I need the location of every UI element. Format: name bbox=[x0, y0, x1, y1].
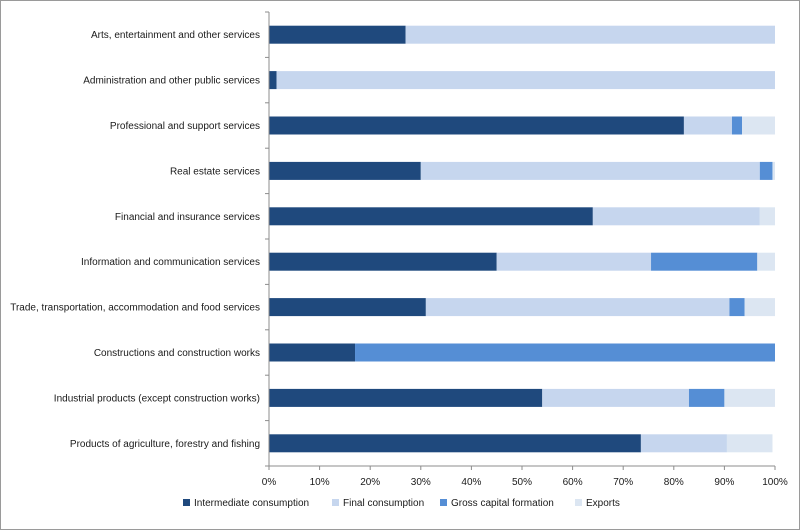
bar-segment-exports bbox=[772, 161, 775, 180]
x-tick-label: 90% bbox=[714, 477, 734, 488]
bar-segment-final-consumption bbox=[683, 116, 732, 135]
category-label: Trade, transportation, accommodation and… bbox=[10, 303, 260, 314]
bar-segment-final-consumption bbox=[276, 71, 775, 90]
axes-layer: Arts, entertainment and other services Ad… bbox=[10, 11, 788, 488]
legend-label: Final consumption bbox=[343, 498, 424, 509]
x-tick-label: 60% bbox=[563, 477, 583, 488]
category-label: Constructions and construction works bbox=[94, 348, 260, 359]
bar-segment-intermediate-consumption bbox=[269, 25, 406, 44]
category-label: Financial and insurance services bbox=[115, 212, 260, 223]
category-label: Professional and support services bbox=[110, 121, 260, 132]
x-tick-label: 70% bbox=[613, 477, 633, 488]
category-label: Industrial products (except construction… bbox=[54, 393, 260, 404]
bar-segment-gross-capital-formation bbox=[731, 116, 743, 135]
legend-swatch bbox=[332, 499, 339, 506]
bar-segment-exports bbox=[744, 298, 775, 317]
category-label: Products of agriculture, forestry and fi… bbox=[70, 439, 260, 450]
bar-segment-final-consumption bbox=[405, 25, 775, 44]
bar-segment-final-consumption bbox=[592, 207, 760, 226]
bar-segment-intermediate-consumption bbox=[269, 207, 593, 226]
bar-segment-intermediate-consumption bbox=[269, 298, 426, 317]
legend-label: Exports bbox=[586, 498, 620, 509]
bar-segment-gross-capital-formation bbox=[651, 252, 758, 271]
bar-segment-intermediate-consumption bbox=[269, 343, 356, 362]
x-tick-label: 50% bbox=[512, 477, 532, 488]
bar-segment-intermediate-consumption bbox=[269, 434, 641, 453]
bar-segment-final-consumption bbox=[542, 388, 689, 407]
x-tick-label: 80% bbox=[664, 477, 684, 488]
bar-segment-intermediate-consumption bbox=[269, 388, 543, 407]
bar-segment-exports bbox=[759, 207, 775, 226]
legend-label: Gross capital formation bbox=[451, 498, 554, 509]
bar-segment-intermediate-consumption bbox=[269, 116, 684, 135]
bar-segment-gross-capital-formation bbox=[355, 343, 775, 362]
bar-segment-final-consumption bbox=[420, 161, 760, 180]
bar-segment-intermediate-consumption bbox=[269, 161, 421, 180]
category-label: Administration and other public services bbox=[83, 76, 260, 87]
bar-segment-exports bbox=[742, 116, 775, 135]
legend-swatch bbox=[183, 499, 190, 506]
legend-swatch bbox=[575, 499, 582, 506]
x-tick-label: 20% bbox=[360, 477, 380, 488]
bar-segment-final-consumption bbox=[425, 298, 730, 317]
x-tick-label: 10% bbox=[310, 477, 330, 488]
category-label: Arts, entertainment and other services bbox=[91, 30, 260, 41]
category-label: Real estate services bbox=[170, 166, 260, 177]
x-tick-label: 100% bbox=[762, 477, 788, 488]
legend-label: Intermediate consumption bbox=[194, 498, 309, 509]
x-tick-label: 40% bbox=[461, 477, 481, 488]
legend-swatch bbox=[440, 499, 447, 506]
category-label: Information and communication services bbox=[81, 257, 260, 268]
bar-segment-gross-capital-formation bbox=[759, 161, 773, 180]
bar-segment-intermediate-consumption bbox=[269, 252, 497, 271]
bar-segment-exports bbox=[757, 252, 775, 271]
x-tick-label: 0% bbox=[262, 477, 277, 488]
bar-segment-final-consumption bbox=[496, 252, 652, 271]
bars-layer bbox=[269, 25, 775, 453]
bar-segment-final-consumption bbox=[640, 434, 727, 453]
legend: Intermediate consumption Final consumptio… bbox=[183, 498, 620, 509]
bar-segment-exports bbox=[726, 434, 773, 453]
bar-segment-gross-capital-formation bbox=[729, 298, 745, 317]
bar-segment-exports bbox=[724, 388, 775, 407]
x-tick-label: 30% bbox=[411, 477, 431, 488]
bar-segment-gross-capital-formation bbox=[688, 388, 725, 407]
bar-segment-intermediate-consumption bbox=[269, 71, 277, 90]
